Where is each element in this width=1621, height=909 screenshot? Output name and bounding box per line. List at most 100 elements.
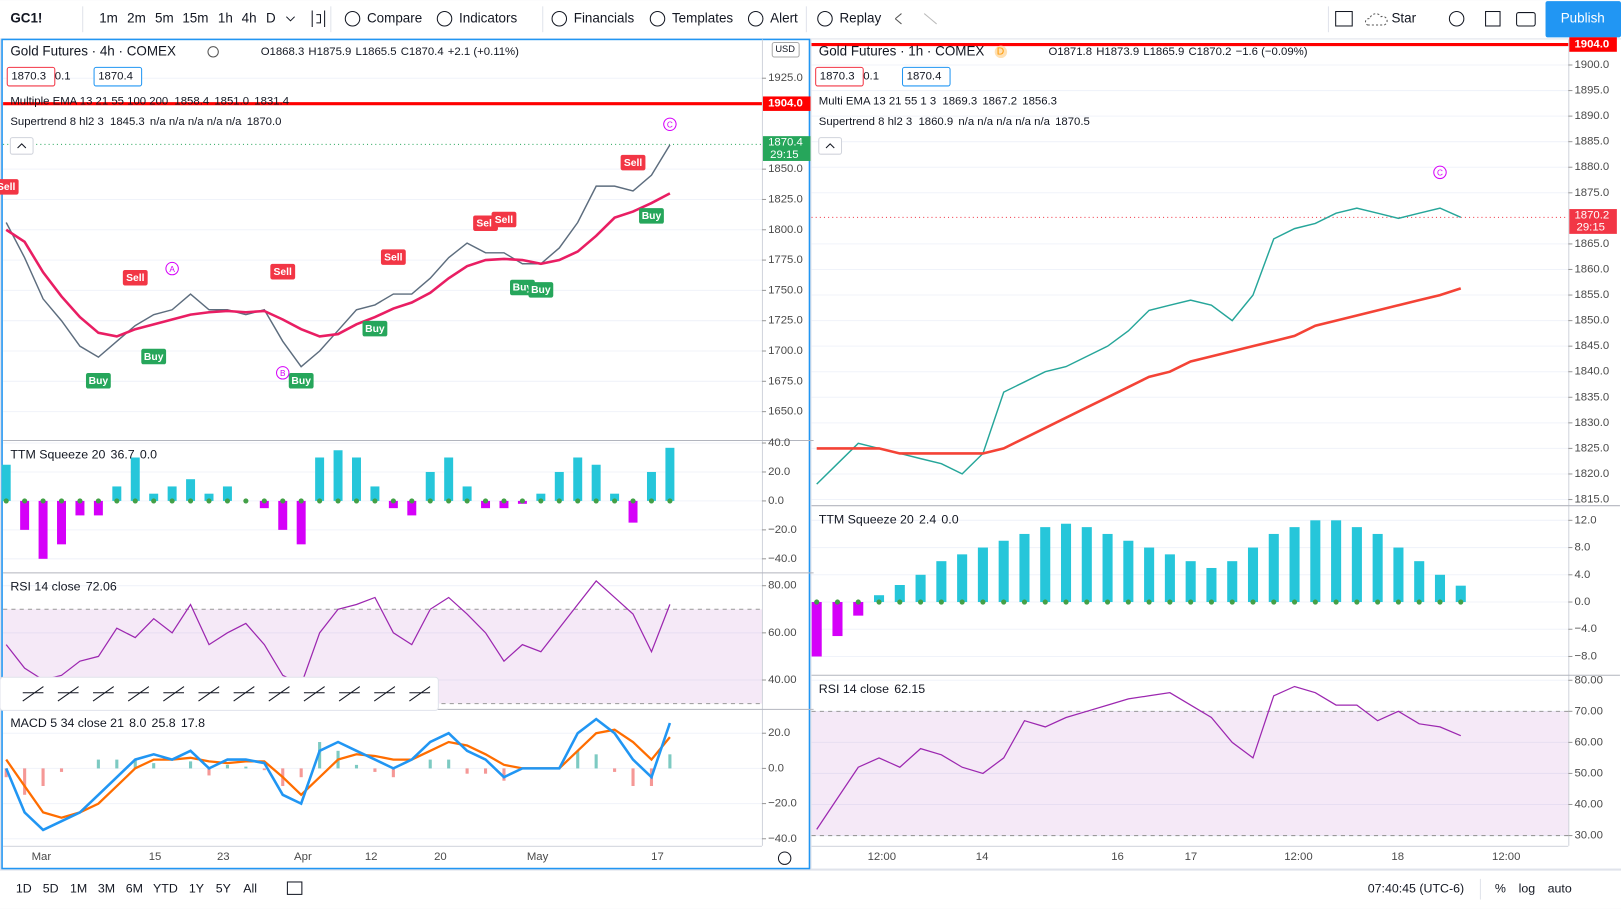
percent-toggle[interactable]: % [1495,881,1506,895]
range-button[interactable]: 5D [43,881,59,895]
publish-button-bg[interactable] [1545,1,1621,38]
symbol[interactable]: GC1! [10,10,42,25]
drawing-tool-icon[interactable] [22,686,44,702]
histogram-bar [1455,585,1466,603]
squeeze-dot [1063,599,1069,605]
macd-histogram [594,754,598,769]
y-tick-label: 1865.0 [1574,238,1609,250]
x-tick-label: 16 [1111,851,1124,863]
interval-button[interactable]: 15m [182,10,208,25]
signal-label: Buy [144,352,164,363]
publish-button[interactable]: Publish [1561,10,1605,25]
ohlc-value: L1865.5 [356,46,397,58]
collapse-button[interactable] [9,137,34,155]
squeeze-dot [169,498,175,504]
histogram-bar [1227,561,1238,603]
event-marker [165,261,179,276]
indicator-legend: Multiple EMA 13 21 55 100 200 [10,95,168,107]
y-tick-label: 1830.0 [1574,417,1609,429]
interval-button[interactable]: 2m [127,10,146,25]
histogram-bar [186,479,196,501]
quote-box [815,66,864,87]
range-button[interactable]: YTD [153,881,178,895]
histogram-bar [915,574,926,603]
range-button[interactable]: 5Y [216,881,231,895]
date-range-icon[interactable] [286,881,303,895]
range-button[interactable]: 3M [98,881,115,895]
toolbar-button[interactable]: Templates [672,10,733,25]
y-tick-label: 1875.0 [1574,187,1609,199]
signal-marker [122,269,148,286]
x-tick-label: 17 [651,851,664,863]
axis-settings-icon[interactable] [777,851,792,865]
drawing-tool-icon[interactable] [233,686,255,702]
histogram-bar [1393,547,1404,603]
macd-histogram [244,766,248,769]
interval-button[interactable]: 1h [218,10,233,25]
histogram-bar [388,500,398,509]
indicator-value: 1845.3 [110,116,145,128]
series-line [816,207,1462,485]
visibility-icon [207,46,219,58]
histogram-bar [646,471,656,501]
ohlc-value: H1873.9 [1096,46,1139,58]
last-price-bg [762,136,811,161]
log-toggle[interactable]: log [1519,881,1536,895]
bar-timer: 29:15 [1577,222,1605,234]
range-button[interactable]: 1Y [189,881,204,895]
y-tick-label: 30.00 [1574,830,1602,842]
squeeze-dot [187,498,194,504]
histogram-bar [149,493,159,501]
button-icon [344,10,361,27]
rsi-band-fill [811,711,1569,836]
indicator-legend: Supertrend 8 hl2 3 [819,116,912,128]
drawing-tool-icon[interactable] [409,686,431,702]
quote-box [6,66,56,87]
star-button[interactable]: Star [1391,10,1416,25]
interval-button[interactable]: 1m [99,10,118,25]
drawing-tool-icon[interactable] [338,686,361,702]
interval-button[interactable]: D [266,10,276,25]
collapse-button[interactable] [818,137,843,155]
toolbar-button[interactable]: Alert [770,10,798,25]
squeeze-dot [1250,599,1256,605]
ohlc-value: H1875.9 [308,46,351,58]
cloud-icon [1364,13,1388,26]
interval-button[interactable]: 5m [155,10,174,25]
drawing-tool-icon[interactable] [268,686,290,702]
pane-legend-value: 72.06 [86,580,117,594]
collapse-icon [825,143,835,149]
squeeze-dot [1291,599,1298,605]
range-button[interactable]: 1D [16,881,32,895]
toolbar-button[interactable]: Replay [839,10,881,25]
squeeze-dot [855,599,861,605]
squeeze-dot [206,498,212,504]
range-button[interactable]: 6M [126,881,143,895]
x-tick-label: 15 [149,851,162,863]
top-toolbar [0,0,1621,39]
y-tick-label: 0.0 [768,495,784,507]
toolbar-button[interactable]: Financials [574,10,635,25]
drawing-tool-icon[interactable] [303,686,325,702]
toolbar-button[interactable]: Compare [367,10,422,25]
squeeze-dot [243,498,249,504]
redo-icon [923,13,937,25]
last-price-bg [1569,209,1617,234]
drawing-tool-icon[interactable] [163,686,185,702]
squeeze-dot [427,498,433,504]
ohlc-value: O1871.8 [1048,46,1092,58]
interval-button[interactable]: 4h [242,10,257,25]
squeeze-dot [280,498,286,504]
drawing-tool-icon[interactable] [127,686,150,702]
toolbar-button[interactable]: Indicators [459,10,517,25]
range-button[interactable]: All [243,881,257,895]
drawing-tool-icon[interactable] [198,686,220,702]
histogram-bar [481,500,491,509]
drawing-tool-icon[interactable] [373,686,396,702]
squeeze-dot [1458,599,1464,605]
auto-toggle[interactable]: auto [1548,881,1572,895]
drawing-tool-icon[interactable] [92,686,115,702]
drawing-tool-icon[interactable] [57,686,79,702]
range-button[interactable]: 1M [70,881,87,895]
